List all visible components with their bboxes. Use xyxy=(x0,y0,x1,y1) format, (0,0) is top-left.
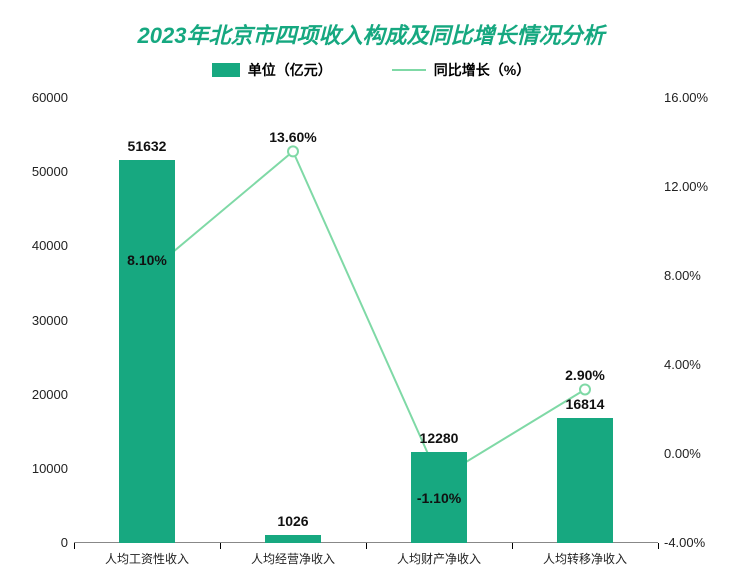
x-tick-mark xyxy=(366,543,367,549)
line-value-label: 8.10% xyxy=(127,252,167,268)
y-right-tick: 8.00% xyxy=(664,268,720,283)
bar xyxy=(265,535,320,543)
line-marker xyxy=(288,146,298,156)
x-category-label: 人均转移净收入 xyxy=(543,550,627,567)
x-tick-mark xyxy=(512,543,513,549)
chart-title: 2023年北京市四项收入构成及同比增长情况分析 xyxy=(0,0,742,50)
y-left-tick: 10000 xyxy=(22,461,68,476)
x-tick-mark xyxy=(658,543,659,549)
y-left-tick: 0 xyxy=(22,535,68,550)
plot-area: 0100002000030000400005000060000-4.00%0.0… xyxy=(74,98,658,543)
bar-value-label: 51632 xyxy=(128,138,167,154)
y-left-tick: 40000 xyxy=(22,238,68,253)
x-category-label: 人均经营净收入 xyxy=(251,550,335,567)
bar-value-label: 1026 xyxy=(277,513,308,529)
y-left-tick: 60000 xyxy=(22,90,68,105)
y-right-tick: 12.00% xyxy=(664,179,720,194)
legend-swatch-line xyxy=(392,69,426,71)
legend-label-bar: 单位（亿元） xyxy=(248,60,332,80)
y-left-tick: 30000 xyxy=(22,313,68,328)
bar-value-label: 16814 xyxy=(566,396,605,412)
legend: 单位（亿元） 同比增长（%） xyxy=(0,60,742,80)
line-value-label: 2.90% xyxy=(565,367,605,383)
x-tick-mark xyxy=(74,543,75,549)
line-value-label: -1.10% xyxy=(417,490,461,506)
legend-item-bar: 单位（亿元） xyxy=(212,60,332,80)
line-marker xyxy=(580,384,590,394)
y-right-tick: 16.00% xyxy=(664,90,720,105)
bar-value-label: 12280 xyxy=(420,430,459,446)
y-left-tick: 50000 xyxy=(22,164,68,179)
x-category-label: 人均财产净收入 xyxy=(397,550,481,567)
bar xyxy=(119,160,174,543)
bar xyxy=(557,418,612,543)
line-value-label: 13.60% xyxy=(269,129,316,145)
legend-label-line: 同比增长（%） xyxy=(434,60,530,80)
x-tick-mark xyxy=(220,543,221,549)
y-right-tick: 4.00% xyxy=(664,357,720,372)
legend-swatch-bar xyxy=(212,63,240,77)
y-left-tick: 20000 xyxy=(22,387,68,402)
legend-item-line: 同比增长（%） xyxy=(392,60,530,80)
chart-container: 2023年北京市四项收入构成及同比增长情况分析 单位（亿元） 同比增长（%） 0… xyxy=(0,0,742,585)
x-category-label: 人均工资性收入 xyxy=(105,550,189,567)
y-right-tick: -4.00% xyxy=(664,535,720,550)
y-right-tick: 0.00% xyxy=(664,446,720,461)
